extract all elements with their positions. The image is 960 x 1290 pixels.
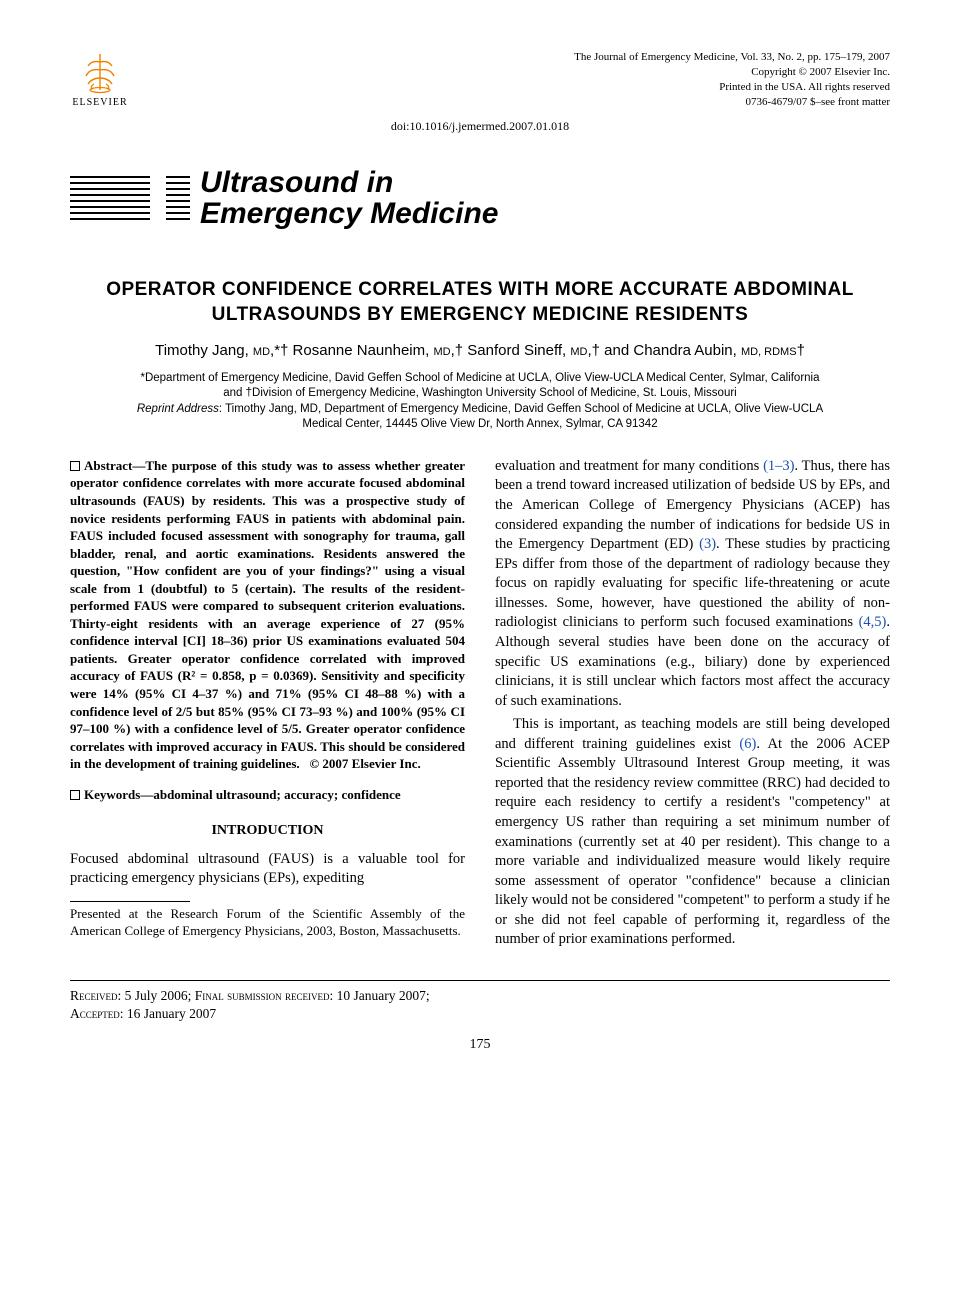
journal-meta-line: The Journal of Emergency Medicine, Vol. … <box>574 50 890 65</box>
journal-meta: The Journal of Emergency Medicine, Vol. … <box>574 50 890 109</box>
checkbox-icon <box>70 461 80 471</box>
affiliations: *Department of Emergency Medicine, David… <box>96 371 864 433</box>
affiliation-line: *Department of Emergency Medicine, David… <box>96 371 864 387</box>
keywords: Keywords—abdominal ultrasound; accuracy;… <box>70 787 465 804</box>
ref-link[interactable]: (6) <box>739 736 756 752</box>
article-title: OPERATOR CONFIDENCE CORRELATES WITH MORE… <box>98 278 862 327</box>
ref-link[interactable]: (3) <box>699 536 716 552</box>
affiliation-line: and †Division of Emergency Medicine, Was… <box>96 386 864 402</box>
bottom-rule <box>70 980 890 981</box>
right-column: evaluation and treatment for many condit… <box>495 457 890 950</box>
intro-right-para-2: This is important, as teaching models ar… <box>495 715 890 950</box>
section-heading-introduction: INTRODUCTION <box>70 822 465 840</box>
journal-meta-line: Printed in the USA. All rights reserved <box>574 80 890 95</box>
reprint-address: Reprint Address: Timothy Jang, MD, Depar… <box>96 402 864 418</box>
header-row: ELSEVIER The Journal of Emergency Medici… <box>70 50 890 109</box>
authors: Timothy Jang, MD,*† Rosanne Naunheim, MD… <box>70 341 890 361</box>
checkbox-icon <box>70 790 80 800</box>
footnote: Presented at the Research Forum of the S… <box>70 906 465 940</box>
page-number: 175 <box>70 1036 890 1054</box>
banner-rule-icon <box>70 170 150 226</box>
journal-meta-line: Copyright © 2007 Elsevier Inc. <box>574 65 890 80</box>
journal-meta-line: 0736-4679/07 $–see front matter <box>574 95 890 110</box>
doi: doi:10.1016/j.jemermed.2007.01.018 <box>70 119 890 135</box>
intro-right-para-1: evaluation and treatment for many condit… <box>495 457 890 711</box>
reprint-address-line2: Medical Center, 14445 Olive View Dr, Nor… <box>96 417 864 433</box>
ref-link[interactable]: (1–3) <box>763 458 794 474</box>
publisher-label: ELSEVIER <box>72 96 127 109</box>
body-columns: Abstract—The purpose of this study was t… <box>70 457 890 950</box>
banner-rule-icon <box>166 170 190 226</box>
intro-left-para: Focused abdominal ultrasound (FAUS) is a… <box>70 850 465 889</box>
section-banner: Ultrasound in Emergency Medicine <box>70 167 890 230</box>
footnote-rule <box>70 901 190 902</box>
section-banner-title: Ultrasound in Emergency Medicine <box>200 167 498 230</box>
ref-link[interactable]: (4,5) <box>859 614 887 630</box>
left-column: Abstract—The purpose of this study was t… <box>70 457 465 950</box>
manuscript-dates: Received: 5 July 2006; Final submission … <box>70 987 890 1022</box>
abstract: Abstract—The purpose of this study was t… <box>70 457 465 773</box>
publisher-logo: ELSEVIER <box>70 50 130 109</box>
elsevier-tree-icon <box>78 50 122 94</box>
